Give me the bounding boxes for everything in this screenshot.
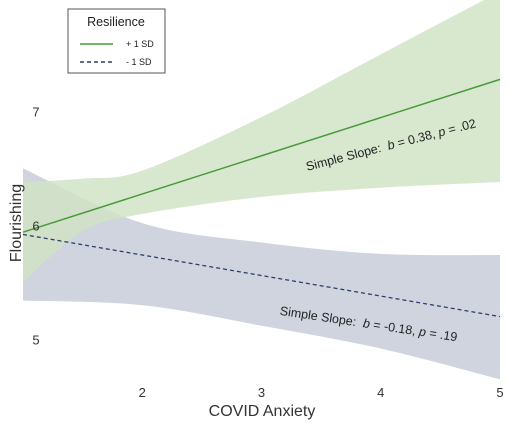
y-tick-label-5: 5 [32,332,39,347]
legend-label-plus-1sd: + 1 SD [126,39,154,49]
regression-line-plus-1sd [22,78,501,233]
axis-ticks: 2 3 4 5 5 6 7 [32,104,503,400]
confidence-band-plus-1sd [23,0,500,283]
legend-title: Resilience [87,15,145,29]
x-axis-title: COVID Anxiety [209,403,316,420]
y-tick-label-7: 7 [32,104,39,119]
y-tick-label-6: 6 [32,218,39,233]
regression-line-minus-1sd [22,233,501,318]
regression-lines [22,78,501,318]
legend: Resilience + 1 SD - 1 SD [67,8,166,74]
x-tick-label-2: 2 [139,385,146,400]
legend-label-minus-1sd: - 1 SD [126,57,152,67]
confidence-bands [23,0,500,380]
legend-box [67,8,166,74]
y-axis-title: Flourishing [8,184,25,262]
x-tick-label-3: 3 [258,385,265,400]
x-tick-label-4: 4 [377,385,384,400]
confidence-band-minus-1sd [23,168,500,380]
x-tick-label-5: 5 [496,385,503,400]
